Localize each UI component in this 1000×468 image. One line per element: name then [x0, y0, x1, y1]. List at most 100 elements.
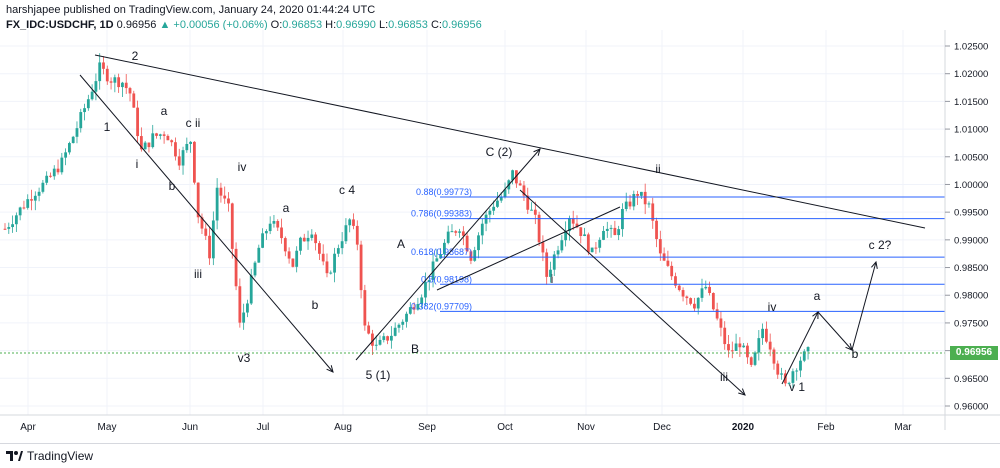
candle-body — [340, 241, 344, 249]
candle-body — [719, 318, 723, 328]
candle-body — [261, 233, 264, 248]
candle-body — [564, 231, 568, 241]
grid-lines — [0, 30, 945, 415]
candle-body — [647, 203, 651, 205]
time-tick-label: Jun — [182, 422, 198, 433]
candle-body — [458, 231, 461, 233]
candle-body — [363, 290, 367, 326]
candle-body — [776, 363, 780, 375]
candle-body — [753, 352, 757, 365]
fib-level-label: 0.88(0.99773) — [416, 187, 472, 197]
price-tick-label: 1.02500 — [954, 42, 988, 53]
candle-body — [651, 203, 655, 221]
price-chart[interactable]: 0.88(0.99773) 0.786(0.99383) 0.618(0.98687… — [0, 0, 1000, 443]
candle-body — [598, 239, 602, 248]
candle-body — [443, 242, 446, 255]
candle-body — [60, 157, 64, 173]
candle-body — [189, 141, 193, 144]
wave-label: c ii — [186, 116, 201, 130]
price-tick-label: 1.01500 — [954, 97, 988, 108]
chart-header: harshjapee published on TradingView.com,… — [6, 3, 482, 33]
last-price: 0.96956 — [116, 19, 157, 31]
candle-body — [397, 324, 401, 328]
candle-body — [386, 336, 389, 341]
candle-body — [227, 198, 230, 204]
candle-body — [704, 286, 708, 289]
candle-body — [257, 247, 261, 263]
candle-body — [549, 269, 552, 277]
candle-body — [711, 293, 715, 310]
candle-body — [579, 227, 583, 237]
wave-label: 1 — [104, 120, 111, 134]
candle-body — [746, 345, 749, 358]
time-tick-label: May — [98, 422, 117, 433]
price-tick-label: 0.99500 — [954, 208, 988, 219]
candle-body — [420, 297, 424, 305]
candle-body — [655, 220, 658, 240]
candle-body — [143, 142, 147, 150]
low-value: 0.96853 — [388, 19, 428, 31]
current-price-tag: 0.96956 — [950, 346, 998, 361]
high-value: 0.96990 — [336, 19, 376, 31]
candle-body — [52, 168, 56, 177]
candle-body — [533, 209, 537, 215]
low-label: L: — [378, 19, 389, 31]
candle-body — [204, 228, 208, 236]
candle-body — [249, 275, 253, 304]
price-axis[interactable]: 1.02500 1.02000 1.01500 1.01000 1.00500 1.000… — [945, 42, 988, 413]
candle-body — [522, 185, 526, 196]
candle-body — [772, 349, 776, 364]
candle-body — [90, 91, 94, 100]
candle-body — [321, 253, 325, 262]
candle-body — [666, 260, 670, 266]
candle-body — [791, 371, 795, 383]
candle-body — [389, 335, 393, 341]
candle-body — [64, 152, 68, 158]
candle-body — [283, 238, 287, 252]
candle-body — [787, 382, 791, 384]
candle-body — [139, 136, 143, 150]
candle-body — [177, 156, 181, 166]
candle-body — [427, 279, 431, 283]
candle-body — [246, 303, 249, 313]
candle-body — [636, 193, 639, 196]
price-tick-label: 1.01000 — [954, 125, 988, 136]
candle-body — [393, 327, 397, 336]
candle-body — [700, 288, 704, 298]
price-change: +0.00056 (+0.06%) — [173, 19, 268, 31]
arrowhead — [812, 310, 819, 320]
time-tick-label: Oct — [497, 422, 513, 433]
candle-body — [348, 219, 352, 226]
candle-body — [496, 200, 499, 207]
candle-body — [355, 225, 359, 245]
candle-body — [795, 370, 799, 372]
time-axis[interactable]: Apr May Jun Jul Aug Sep Oct Nov Dec 2020 Feb Mar — [20, 422, 912, 433]
projection-a — [781, 311, 819, 385]
candle-body — [147, 142, 151, 148]
candle-body — [318, 243, 321, 254]
ohlc-line: FX_IDC:USDCHF, 1D 0.96956 ▲ +0.00056 (+0… — [6, 18, 482, 33]
candle-body — [617, 229, 621, 236]
candle-body — [219, 187, 223, 196]
candle-body — [571, 217, 575, 224]
wave-label: C (2) — [486, 145, 513, 159]
candle-body — [658, 239, 662, 254]
candle-body — [155, 133, 158, 136]
candle-body — [11, 224, 14, 228]
candle-body — [22, 207, 26, 209]
candle-body — [401, 321, 405, 325]
candle-body — [162, 134, 166, 136]
close-value: 0.96956 — [441, 19, 482, 31]
candle-body — [132, 93, 136, 108]
candle-body — [264, 231, 268, 234]
tradingview-logo[interactable]: TradingView — [5, 449, 93, 463]
candle-body — [605, 228, 609, 231]
candle-body — [696, 297, 700, 309]
price-tick-label: 1.00500 — [954, 152, 988, 163]
wave-label: A — [397, 237, 405, 251]
candle-body — [299, 237, 302, 251]
arrowhead — [871, 260, 878, 269]
candle-body — [325, 261, 329, 274]
candle-body — [109, 81, 113, 83]
